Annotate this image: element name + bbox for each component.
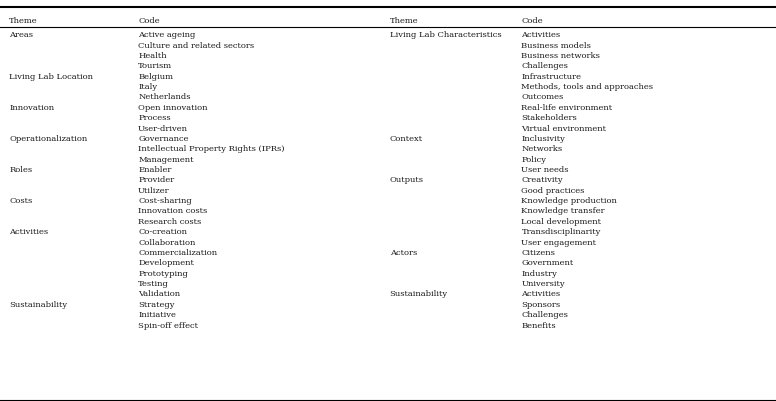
Text: Provider: Provider [138,176,175,184]
Text: Code: Code [138,17,160,25]
Text: Utilizer: Utilizer [138,187,170,195]
Text: Sponsors: Sponsors [521,301,560,309]
Text: Culture and related sectors: Culture and related sectors [138,42,255,50]
Text: Active ageing: Active ageing [138,31,196,39]
Text: Innovation costs: Innovation costs [138,207,207,215]
Text: Sustainability: Sustainability [9,301,68,309]
Text: Spin-off effect: Spin-off effect [138,322,198,330]
Text: Prototyping: Prototyping [138,270,188,278]
Text: Government: Government [521,259,573,267]
Text: Sustainability: Sustainability [390,290,448,298]
Text: Activities: Activities [521,290,560,298]
Text: Research costs: Research costs [138,218,202,226]
Text: Infrastructure: Infrastructure [521,73,581,81]
Text: Business networks: Business networks [521,52,601,60]
Text: Costs: Costs [9,197,33,205]
Text: Testing: Testing [138,280,169,288]
Text: Theme: Theme [390,17,418,25]
Text: Context: Context [390,135,423,143]
Text: Code: Code [521,17,543,25]
Text: Virtual environment: Virtual environment [521,125,607,133]
Text: Outcomes: Outcomes [521,93,563,101]
Text: Living Lab Location: Living Lab Location [9,73,93,81]
Text: Areas: Areas [9,31,33,39]
Text: Citizens: Citizens [521,249,556,257]
Text: Initiative: Initiative [138,311,176,319]
Text: User-driven: User-driven [138,125,188,133]
Text: Challenges: Challenges [521,311,568,319]
Text: Open innovation: Open innovation [138,104,208,112]
Text: Commercialization: Commercialization [138,249,217,257]
Text: Activities: Activities [521,31,560,39]
Text: Theme: Theme [9,17,38,25]
Text: Process: Process [138,114,171,122]
Text: Tourism: Tourism [138,63,172,71]
Text: Creativity: Creativity [521,176,563,184]
Text: Strategy: Strategy [138,301,175,309]
Text: Knowledge transfer: Knowledge transfer [521,207,605,215]
Text: Cost-sharing: Cost-sharing [138,197,192,205]
Text: Outputs: Outputs [390,176,424,184]
Text: Policy: Policy [521,156,546,164]
Text: Activities: Activities [9,228,48,236]
Text: Innovation: Innovation [9,104,54,112]
Text: Enabler: Enabler [138,166,171,174]
Text: Health: Health [138,52,167,60]
Text: Roles: Roles [9,166,33,174]
Text: Local development: Local development [521,218,601,226]
Text: Good practices: Good practices [521,187,585,195]
Text: Methods, tools and approaches: Methods, tools and approaches [521,83,653,91]
Text: User engagement: User engagement [521,239,597,247]
Text: Challenges: Challenges [521,63,568,71]
Text: User needs: User needs [521,166,569,174]
Text: Operationalization: Operationalization [9,135,88,143]
Text: Networks: Networks [521,145,563,153]
Text: Validation: Validation [138,290,180,298]
Text: Benefits: Benefits [521,322,556,330]
Text: Collaboration: Collaboration [138,239,196,247]
Text: Management: Management [138,156,194,164]
Text: Stakeholders: Stakeholders [521,114,577,122]
Text: Business models: Business models [521,42,591,50]
Text: University: University [521,280,565,288]
Text: Co-creation: Co-creation [138,228,187,236]
Text: Actors: Actors [390,249,417,257]
Text: Development: Development [138,259,194,267]
Text: Real-life environment: Real-life environment [521,104,612,112]
Text: Netherlands: Netherlands [138,93,191,101]
Text: Belgium: Belgium [138,73,173,81]
Text: Transdisciplinarity: Transdisciplinarity [521,228,601,236]
Text: Industry: Industry [521,270,557,278]
Text: Governance: Governance [138,135,189,143]
Text: Intellectual Property Rights (IPRs): Intellectual Property Rights (IPRs) [138,145,285,153]
Text: Knowledge production: Knowledge production [521,197,618,205]
Text: Living Lab Characteristics: Living Lab Characteristics [390,31,501,39]
Text: Inclusivity: Inclusivity [521,135,566,143]
Text: Italy: Italy [138,83,158,91]
